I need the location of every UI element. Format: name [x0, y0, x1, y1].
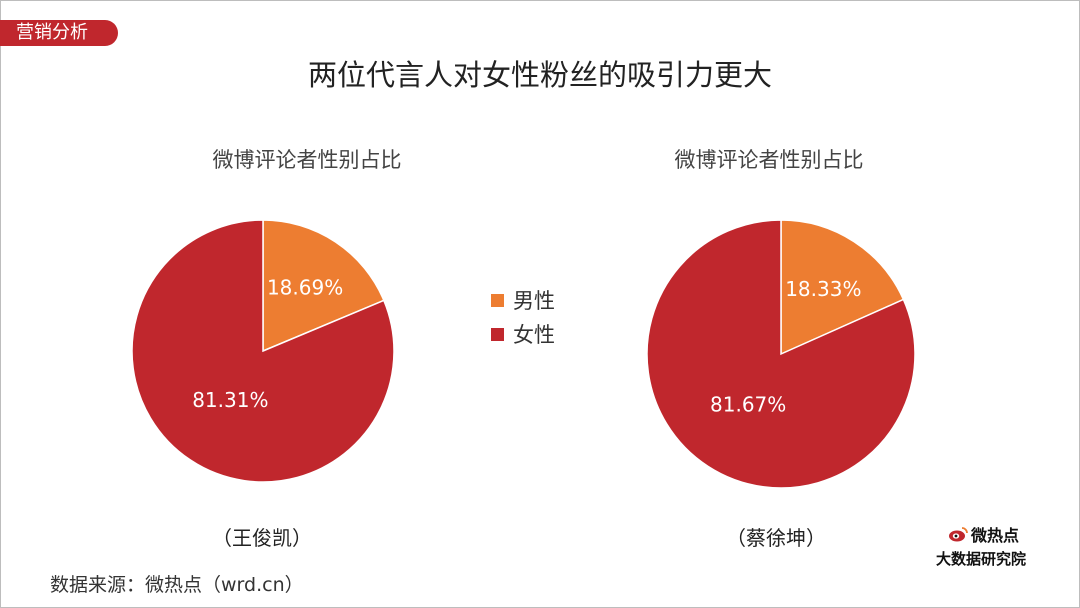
page-title: 两位代言人对女性粉丝的吸引力更大: [307, 58, 772, 92]
chart-caption-left: （王俊凯）: [212, 526, 312, 550]
pie-1-label-0: 18.33%: [785, 277, 861, 301]
legend-label-male: 男性: [513, 289, 555, 313]
pie-0-label-0: 18.69%: [267, 276, 343, 300]
brand-logo: 微热点 大数据研究院: [936, 522, 1046, 569]
chart-legend: 男性 女性: [491, 283, 555, 351]
pie-0-label-1: 81.31%: [192, 388, 268, 412]
pie-0-slice-1: [131, 219, 395, 483]
legend-swatch-male: [491, 293, 504, 307]
section-tag: 营销分析: [0, 20, 118, 46]
legend-label-female: 女性: [513, 323, 555, 347]
weibo-eye-icon: [949, 527, 968, 542]
legend-swatch-female: [491, 327, 504, 341]
logo-text-top: 微热点: [971, 526, 1020, 545]
chart-caption-right: （蔡徐坤）: [726, 526, 826, 550]
data-source-note: 数据来源：微热点（wrd.cn）: [50, 574, 304, 596]
legend-item-female: 女性: [491, 317, 555, 351]
logo-text-bottom: 大数据研究院: [936, 550, 1027, 568]
chart-title-left: 微博评论者性别占比: [212, 148, 402, 172]
pie-0-slice-0: [262, 219, 385, 353]
pie-1-slice-0: [780, 219, 905, 356]
legend-item-male: 男性: [491, 283, 555, 317]
chart-title-right: 微博评论者性别占比: [674, 148, 864, 172]
pie-1-label-1: 81.67%: [710, 393, 786, 417]
pie-1-slice-1: [646, 219, 916, 489]
